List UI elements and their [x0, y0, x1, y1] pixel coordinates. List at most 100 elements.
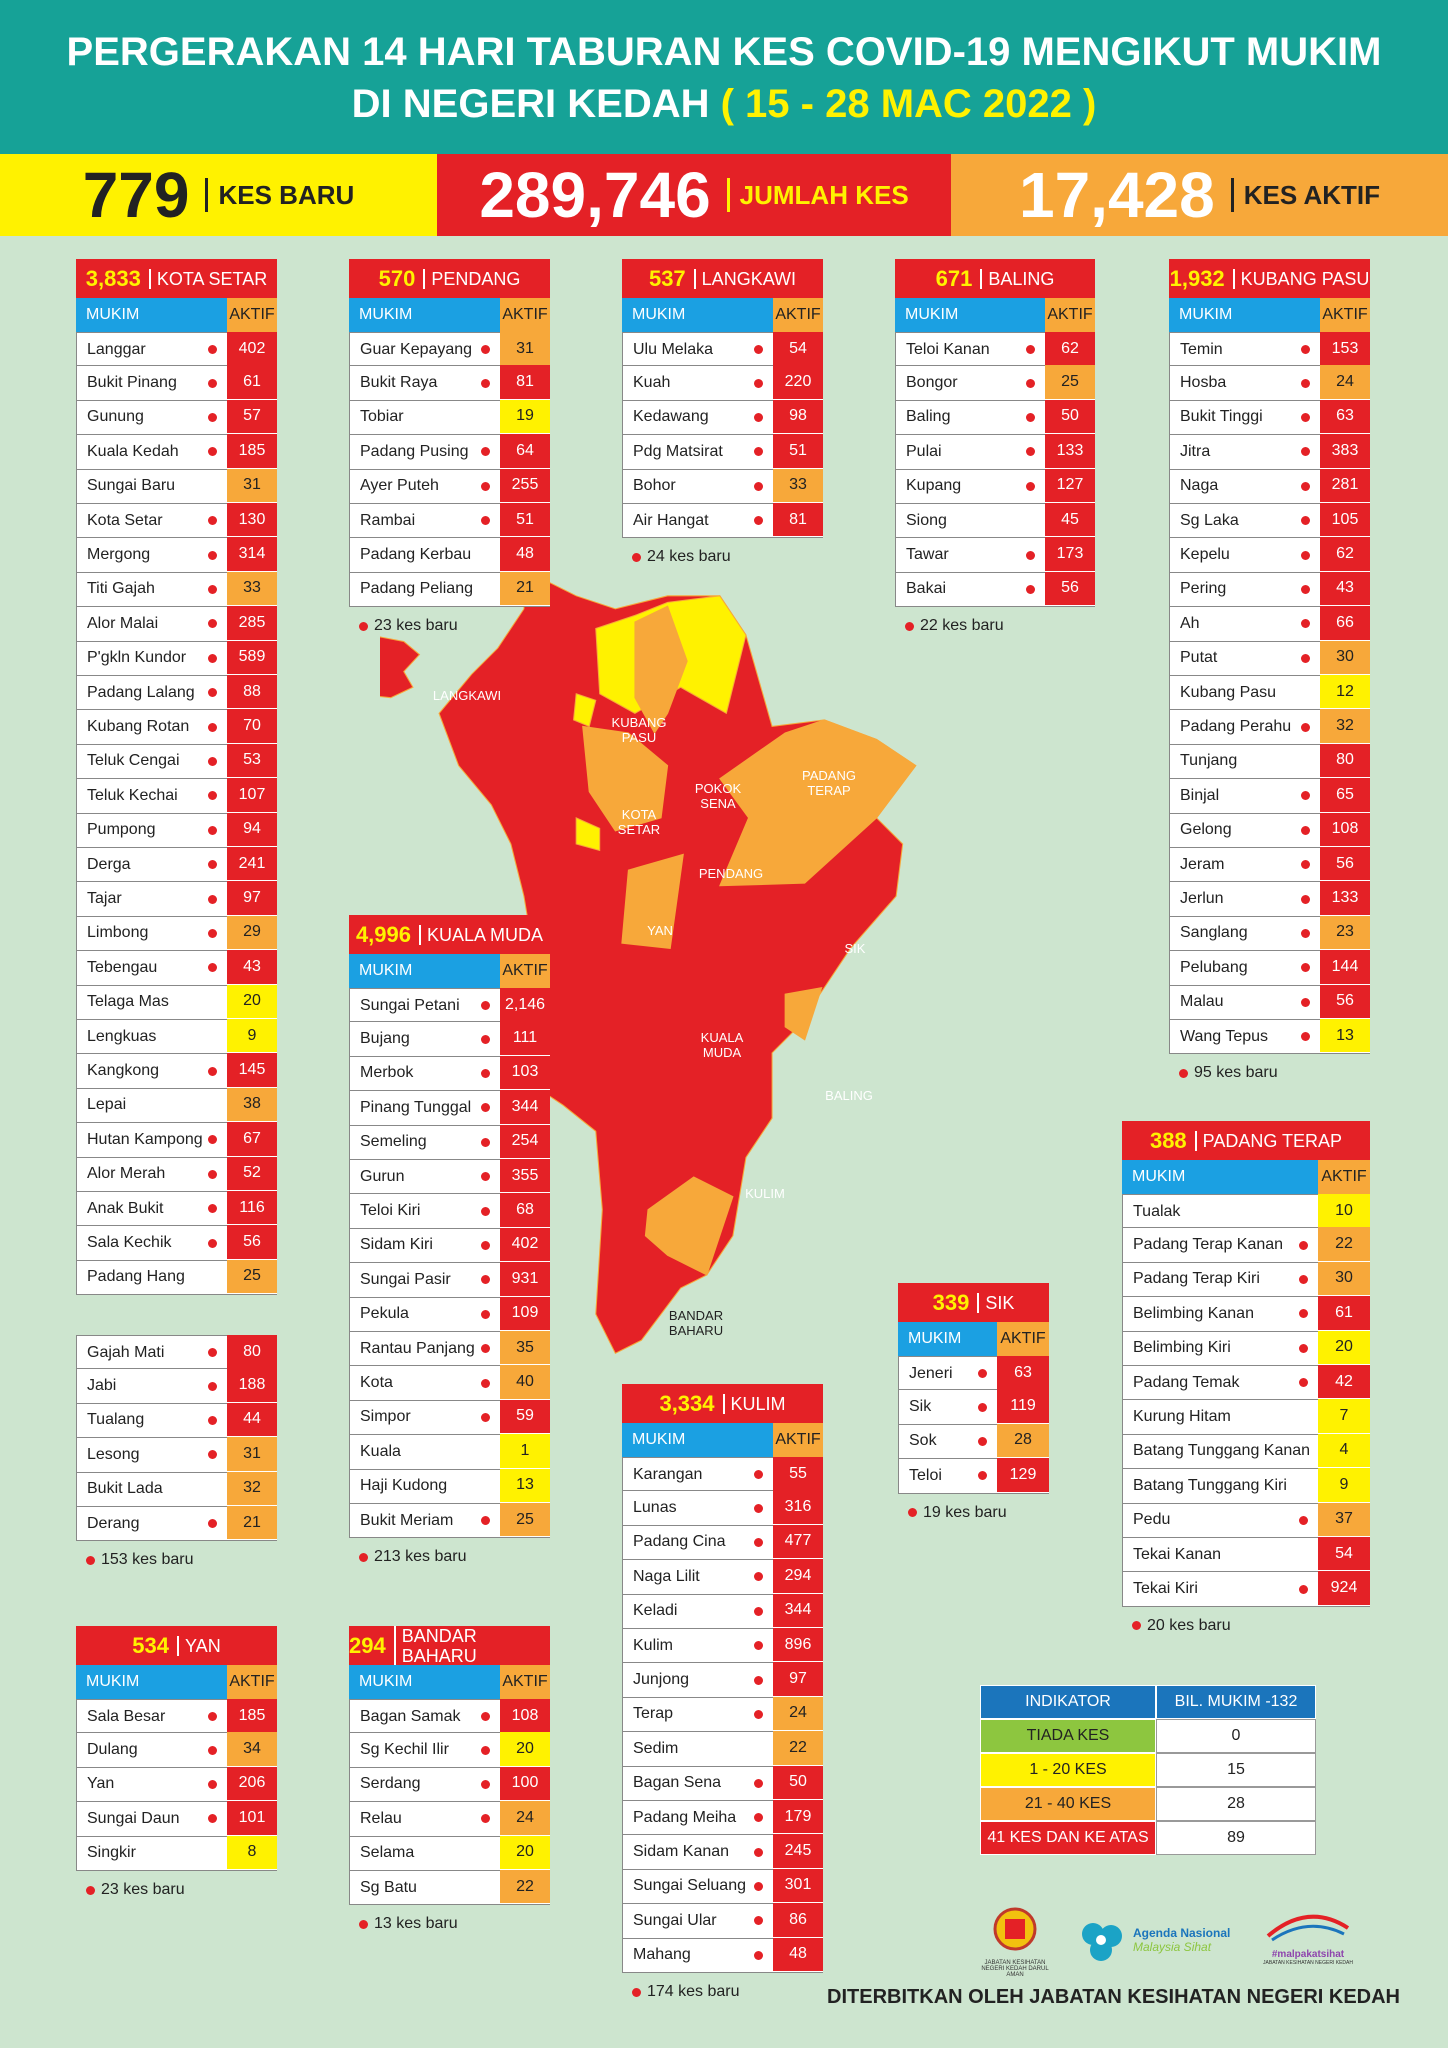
aktif-cell: 12: [1320, 675, 1370, 710]
new-case-dot: [754, 1709, 763, 1719]
aktif-cell: 9: [1318, 1468, 1370, 1503]
table-row: Bukit Meriam 25: [349, 1503, 550, 1539]
new-cases-note: 174 kes baru: [632, 1981, 740, 2003]
mukim-name: Junjong: [633, 1671, 690, 1689]
aktif-cell: 62: [1320, 537, 1370, 572]
table-row: Padang Cina 477: [622, 1524, 823, 1561]
mukim-name: Sungai Pasir: [360, 1270, 451, 1288]
aktif-cell: 185: [227, 1699, 277, 1734]
mukim-name: P'gkln Kundor: [87, 649, 187, 667]
mukim-name: Karangan: [633, 1465, 703, 1483]
new-case-dot: [208, 378, 217, 388]
table-row: Pekula 109: [349, 1296, 550, 1332]
aktif-cell: 25: [227, 1259, 277, 1295]
table-row: Kedawang 98: [622, 399, 823, 436]
aktif-cell: 55: [773, 1457, 823, 1492]
mukim-name: Lepai: [87, 1096, 127, 1114]
new-cases-text: 24 kes baru: [647, 548, 731, 566]
table-row: Kubang Pasu 12: [1169, 675, 1370, 711]
new-case-dot: [1301, 378, 1310, 388]
district-title: 4,996 KUALA MUDA: [349, 915, 550, 954]
table-row: Padang Temak 42: [1122, 1365, 1370, 1401]
mukim-name: Naga Lilit: [633, 1567, 700, 1585]
new-case-dot: [208, 1381, 217, 1391]
aktif-cell: 931: [500, 1262, 550, 1297]
mukim-name: Ulu Melaka: [633, 340, 714, 358]
district-name: YAN: [177, 1635, 221, 1656]
table-row: Sungai Daun 101: [76, 1801, 277, 1837]
table-row: Mahang 48: [622, 1937, 823, 1973]
table-row: Baling 50: [895, 399, 1095, 436]
aktif-cell: 59: [500, 1399, 550, 1435]
table-row: Padang Terap Kiri 30: [1122, 1261, 1370, 1298]
legend-header: BIL. MUKIM -132: [1156, 1685, 1316, 1719]
new-case-dot: [908, 1508, 917, 1518]
region-orange: [582, 725, 669, 832]
mukim-name: Pekula: [360, 1305, 409, 1323]
table-row: Rantau Panjang 35: [349, 1331, 550, 1367]
aktif-cell: 48: [773, 1937, 823, 1972]
new-case-dot: [754, 1813, 763, 1823]
new-cases-note: 23 kes baru: [359, 615, 458, 637]
new-case-dot: [208, 1348, 217, 1358]
mukim-name: Belimbing Kanan: [1133, 1304, 1254, 1322]
table-row: Sidam Kiri 402: [349, 1227, 550, 1264]
district-name: KOTA SETAR: [148, 268, 267, 289]
new-cases-note: 20 kes baru: [1132, 1615, 1231, 1637]
aktif-cell: 81: [773, 503, 823, 538]
aktif-cell: 206: [227, 1766, 277, 1802]
aktif-cell: 24: [1320, 365, 1370, 400]
district-total: 534: [132, 1632, 170, 1658]
mukim-name: Padang Temak: [1133, 1373, 1240, 1391]
aktif-cell: 35: [500, 1331, 550, 1366]
table-row: Air Hangat 81: [622, 503, 823, 539]
logo-text: JABATAN KESIHATAN NEGERI KEDAH DARUL AMA…: [981, 1960, 1049, 1978]
mukim-name: Lunas: [633, 1499, 677, 1517]
new-cases-text: 13 kes baru: [374, 1915, 458, 1933]
new-cases-text: 95 kes baru: [1194, 1064, 1278, 1082]
aktif-cell: 20: [500, 1835, 550, 1870]
new-case-dot: [754, 481, 763, 491]
logo-agenda: Agenda Nasional Malaysia Sihat: [1075, 1915, 1245, 1965]
title-line-1: PERGERAKAN 14 HARI TABURAN KES COVID-19 …: [66, 30, 1382, 74]
new-case-dot: [1301, 619, 1310, 629]
table-row: Padang Perahu 32: [1169, 709, 1370, 745]
region-orange: [719, 719, 917, 887]
mukim-name: Pering: [1180, 580, 1227, 598]
new-case-dot: [208, 963, 217, 973]
header: PERGERAKAN 14 HARI TABURAN KES COVID-19 …: [0, 0, 1448, 154]
mukim-name: Binjal: [1180, 786, 1220, 804]
new-case-dot: [978, 1369, 987, 1379]
mukim-name: Limbong: [87, 924, 149, 942]
table-row: Sidam Kanan 245: [622, 1834, 823, 1870]
table-row: Tualang 44: [76, 1402, 277, 1439]
table-row: Bukit Raya 81: [349, 365, 550, 401]
region-orange: [644, 1176, 734, 1276]
mukim-name: Bakai: [906, 580, 947, 598]
mukim-name: Rambai: [360, 511, 416, 529]
table-row: Padang Pusing 64: [349, 434, 550, 470]
new-case-dot: [1299, 1274, 1308, 1284]
mukim-name: Mergong: [87, 546, 151, 564]
mukim-name: Padang Peliang: [360, 580, 473, 598]
new-case-dot: [1026, 412, 1035, 422]
logo-line: #malpakatsihat: [1271, 1949, 1345, 1960]
aktif-cell: 21: [500, 571, 550, 607]
aktif-cell: 94: [227, 812, 277, 847]
aktif-cell: 30: [1320, 640, 1370, 675]
new-case-dot: [1301, 928, 1310, 938]
table-row: Tekai Kanan 54: [1122, 1537, 1370, 1573]
mukim-name: Jerlun: [1180, 890, 1224, 908]
new-case-dot: [481, 1516, 490, 1526]
table-row: Bongor 25: [895, 365, 1095, 401]
district-title: 671 BALING: [895, 259, 1095, 298]
table-row: Naga 281: [1169, 468, 1370, 504]
aktif-cell: 37: [1318, 1502, 1370, 1537]
district-total: 4,996: [355, 921, 411, 947]
new-cases-text: 174 kes baru: [647, 1983, 740, 2000]
aktif-cell: 66: [1320, 606, 1370, 641]
new-case-dot: [1026, 481, 1035, 491]
mukim-name: Sedim: [633, 1739, 679, 1757]
